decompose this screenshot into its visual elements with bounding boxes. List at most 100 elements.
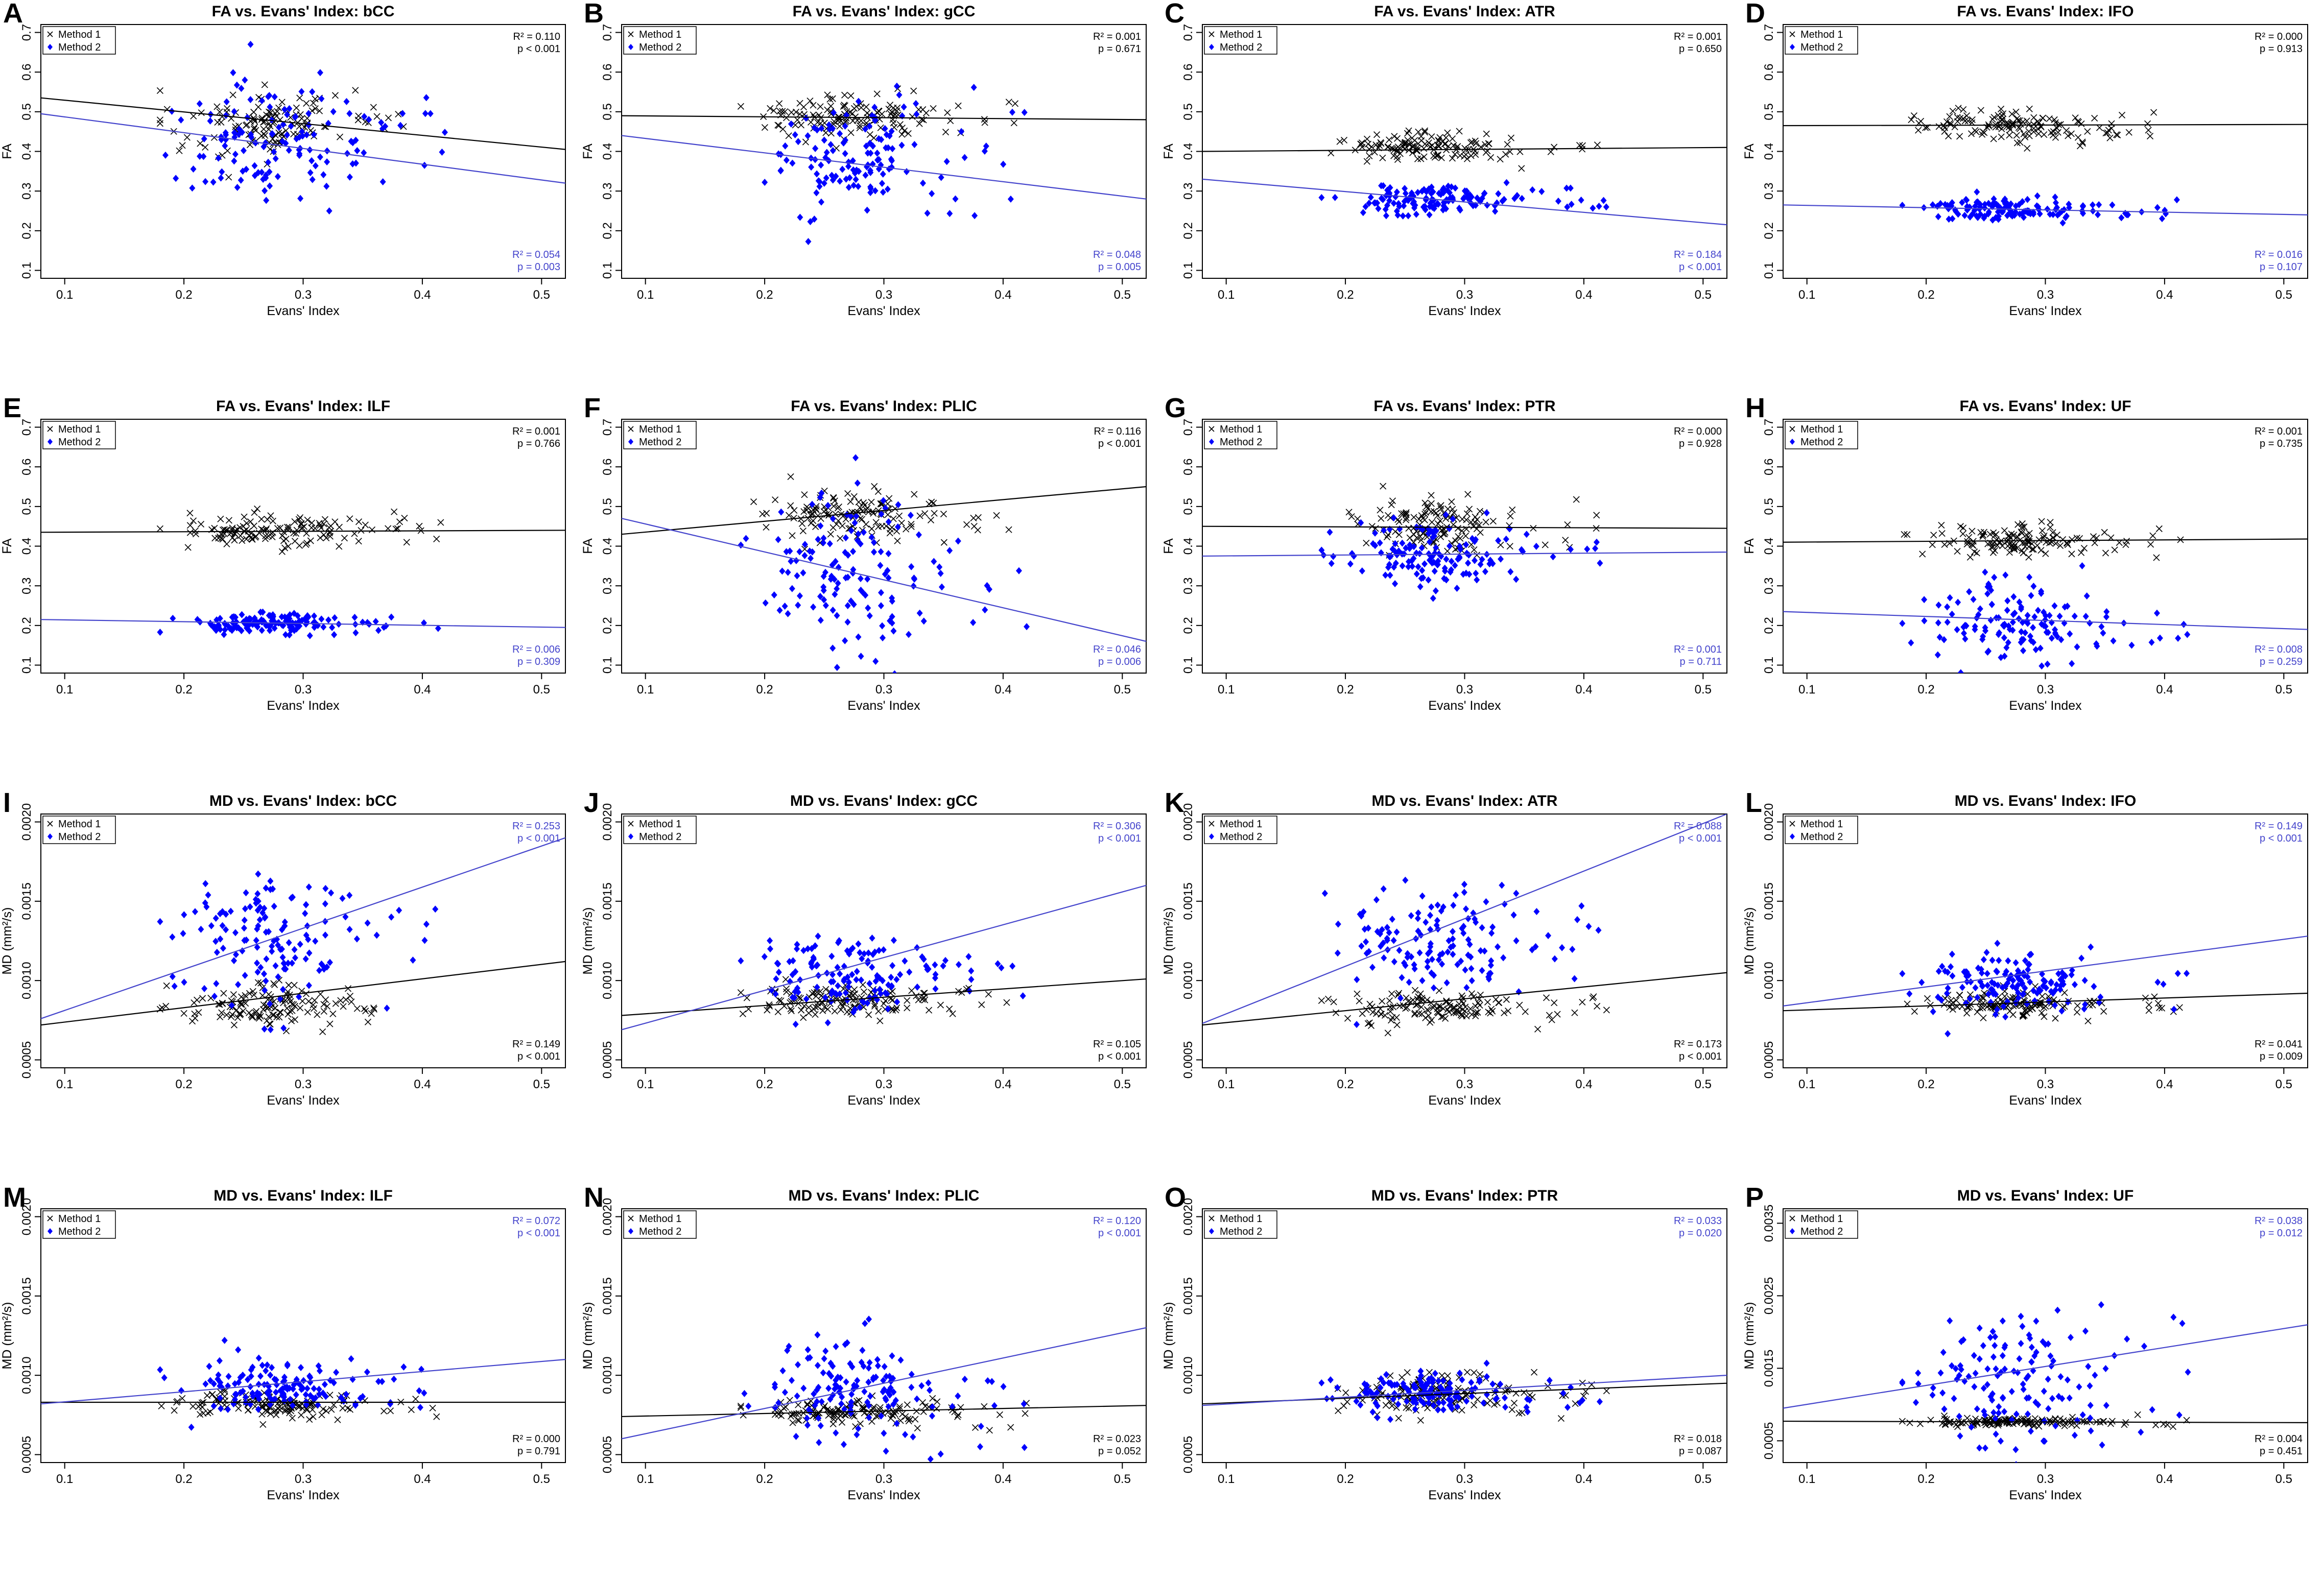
method1-point [217,515,224,522]
method2-point [292,954,298,962]
method2-point [1489,1380,1496,1388]
method1-point [868,498,875,506]
method1-point [272,1407,279,1414]
method1-point [1450,142,1457,149]
method1-point [267,1410,274,1417]
method1-point [926,1007,933,1014]
method2-fit-line [622,518,1146,642]
method2-point [312,162,319,170]
method2-point [865,1378,872,1386]
method2-point [352,159,359,167]
chart-panel-J: J MD vs. Evans' Index: gCC 0.1 0.2 0.3 0.4 0.5… [581,787,1161,1184]
method1-point [783,988,790,995]
method2-point [2002,1013,2009,1021]
method1-point [787,1413,795,1420]
method2-point [189,184,196,192]
method1-point [295,516,302,523]
method2-point [296,993,302,1000]
method2-point [234,183,241,191]
method2-fit-line [41,113,565,184]
method2-point [2128,641,2135,649]
method1-point [1579,142,1586,149]
method1-point [1460,1000,1467,1007]
method1-fit-line [622,1405,1146,1418]
method2-point [883,1373,890,1380]
method2-point [1918,978,1925,986]
method2-point [841,1405,848,1413]
method2-point [305,936,312,943]
method1-point [180,1010,187,1017]
method2-point [889,962,896,969]
method2-fit-line [622,135,1146,200]
method2-point [784,1347,791,1354]
method1-stat-line: R² = 0.041 [2255,1039,2303,1050]
method2-point [1472,1384,1479,1392]
method1-point [202,143,209,151]
method2-point [952,195,959,203]
method1-point [332,1000,339,1007]
method1-point [1542,541,1549,548]
method2-point [255,870,262,878]
x-axis-label: Evans' Index [1428,1488,1501,1502]
method1-point [1506,543,1513,550]
method2-point [2028,592,2034,600]
method2-point [323,182,330,190]
method2-point [842,122,848,130]
method2-point [1996,956,2002,964]
method1-point [776,100,783,107]
method1-point [1501,1009,1508,1017]
method1-point [805,1010,812,1017]
method1-point [737,1402,744,1410]
method2-point [2027,632,2033,640]
method2-point [1443,556,1450,563]
method2-point [872,977,879,985]
method2-point [842,150,848,157]
method2-point [885,574,892,582]
method1-point [1464,491,1472,498]
method1-point [1396,1002,1404,1010]
y-axis-label: MD (mm²/s) [1742,907,1757,975]
method1-point [321,516,328,523]
method2-point [2102,1365,2109,1373]
method1-point [1368,143,1375,151]
method1-point [1405,1405,1412,1412]
method1-fit-line [1202,972,1727,1026]
method2-point [929,190,935,198]
method2-point [396,906,402,914]
method1-point [993,512,1000,519]
method2-point [1906,990,1913,998]
method2-point [866,979,873,987]
method2-point [2103,613,2109,620]
method2-point [1393,207,1400,215]
method2-point [827,141,834,149]
y-axis-label: MD (mm²/s) [581,907,595,975]
method1-point [283,1004,291,1012]
method1-point [856,125,863,132]
method2-point [1476,1376,1483,1383]
method2-point [2019,210,2025,218]
plot-area [622,82,1146,245]
x-tick-label: 0.1 [637,288,654,302]
method2-point [767,945,773,953]
method2-point [1939,963,1946,970]
method2-point [208,922,215,929]
method2-point [855,530,862,538]
chart-panel-O: O MD vs. Evans' Index: PTR 0.1 0.2 0.3 0.4 0.5… [1161,1182,1742,1579]
method2-point [259,909,266,917]
method2-point [1435,1377,1442,1385]
method2-point [239,611,245,618]
method2-point [889,619,895,627]
y-tick-label: 0.0025 [1762,1277,1776,1314]
method2-point [240,167,246,175]
method1-point [2156,1004,2163,1012]
method1-point [2153,554,2160,561]
method1-point [1442,515,1450,522]
method1-point [985,991,992,998]
method1-point [2018,530,2026,537]
y-tick-label: 0.4 [1181,143,1195,160]
legend-box [1785,816,1858,844]
method2-point [1592,544,1599,552]
method1-point [2125,129,2132,136]
